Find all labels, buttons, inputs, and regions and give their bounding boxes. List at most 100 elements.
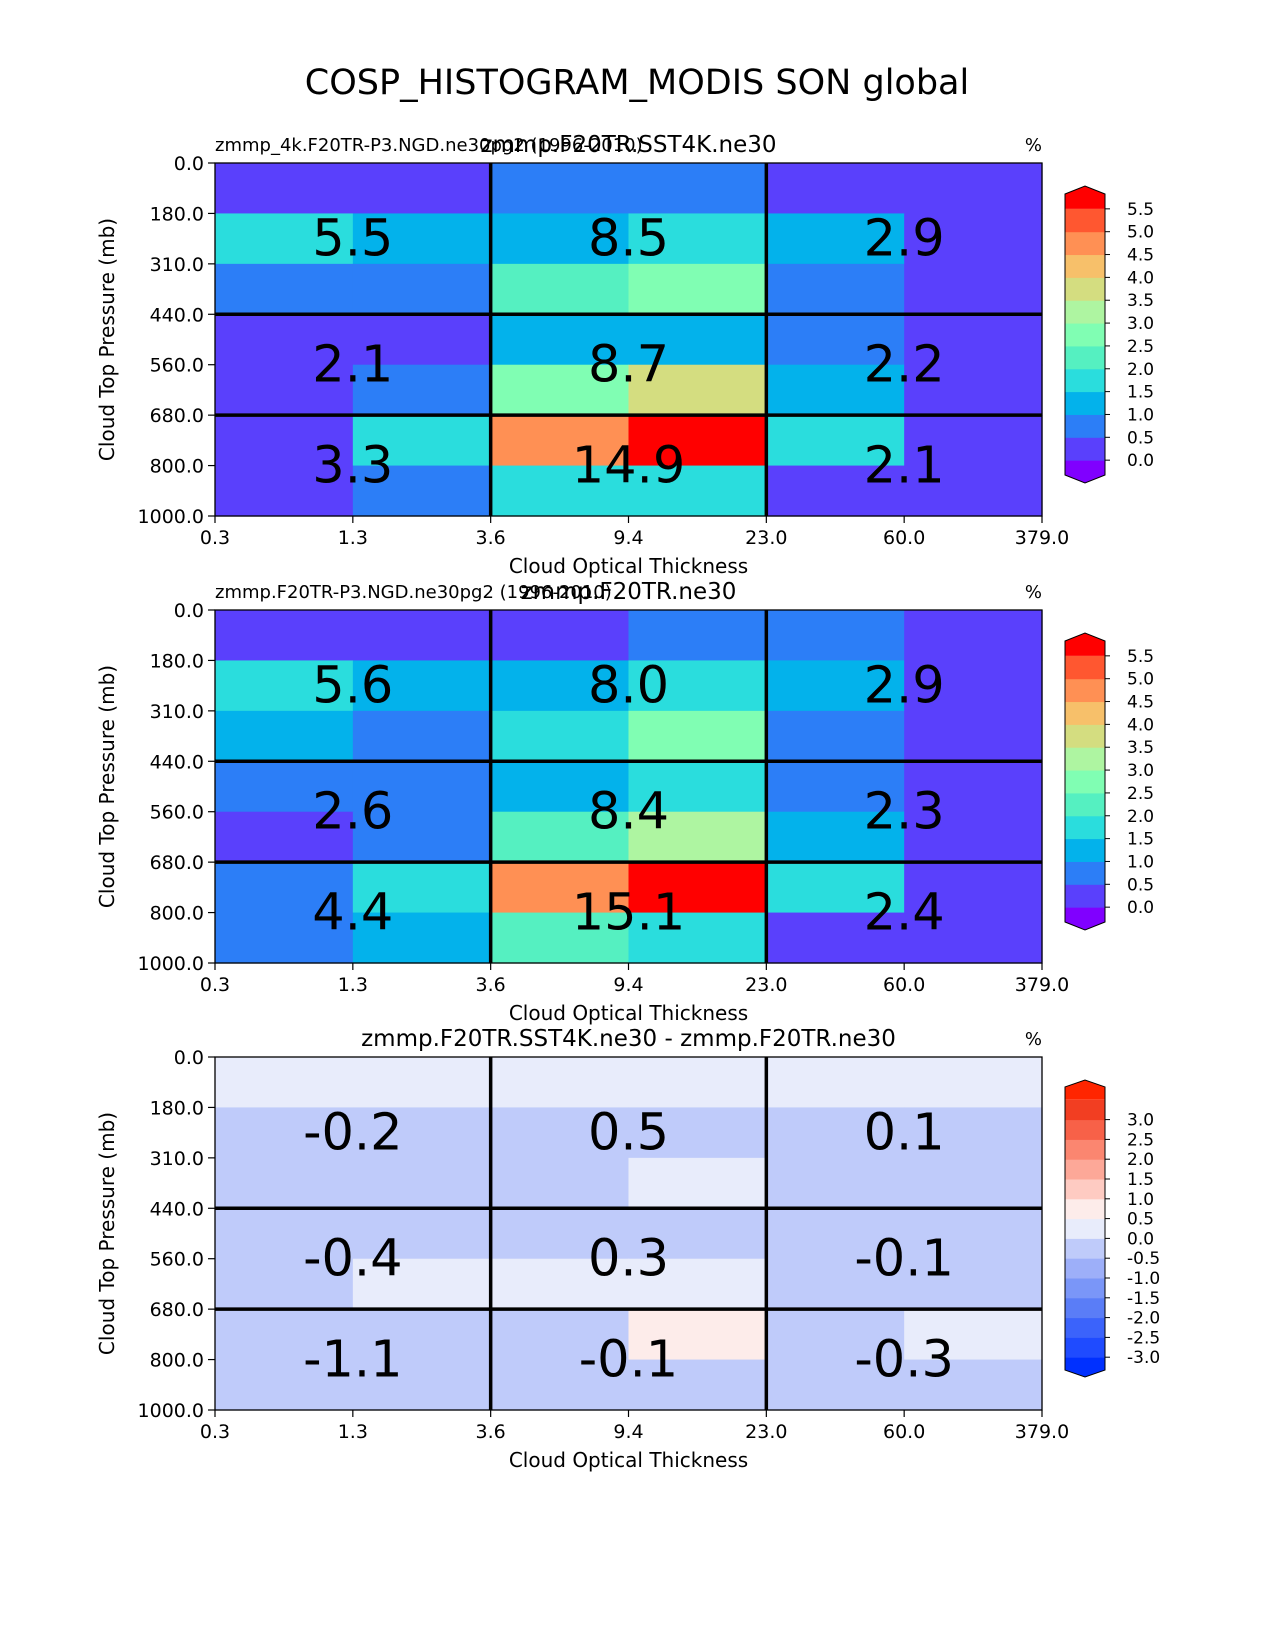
y-tick-label: 0.0 [174,1047,204,1069]
heatmap-cell [904,1309,1043,1361]
data-label: 2.6 [312,783,393,842]
heatmap-cell [215,364,354,416]
colorbar-cell [1065,1258,1105,1279]
heatmap-cell [628,761,767,813]
heatmap-cell [215,1309,354,1361]
heatmap-cell [766,811,905,863]
heatmap-cell [766,1208,905,1260]
heatmap-cell [766,163,905,215]
colorbar-tick-label: 2.5 [1127,1130,1154,1150]
y-tick-label: 310.0 [150,701,204,723]
heatmap-cell [490,213,630,265]
heatmap-cell [628,1309,767,1361]
y-tick-label: 680.0 [150,405,204,427]
heatmap-cell [352,1258,492,1310]
colorbar-cell [1065,368,1105,393]
heatmap-cell [352,710,492,762]
heatmap-cell [352,1208,492,1260]
colorbar-cell [1065,1278,1105,1299]
data-label: -0.1 [854,1230,954,1289]
colorbar-tick-label: 1.5 [1127,830,1154,850]
heatmap-cell [628,213,767,265]
data-label: 15.1 [572,884,686,943]
heatmap-cell [766,364,905,416]
data-label: 4.4 [312,884,393,943]
y-tick-label: 560.0 [150,1249,204,1271]
colorbar-cell [1065,1297,1105,1319]
x-tick-label: 3.6 [476,1421,506,1443]
heatmap-cell [904,912,1043,964]
y-tick-label: 1000.0 [138,506,204,528]
colorbar-cell [1065,1139,1105,1160]
colorbar-cell [1065,1218,1105,1239]
heatmap-cell [904,1359,1043,1411]
heatmap-cell [628,314,767,366]
colorbar-cell [1065,884,1105,908]
heatmap-cell [904,811,1043,863]
heatmap-cell [490,465,630,517]
data-label: 3.3 [312,437,393,496]
colorbar-cell [1065,1337,1105,1358]
colorbar-tick-label: 0.5 [1127,428,1154,448]
x-tick-label: 379.0 [1015,1421,1069,1443]
heatmap-cell [215,1057,354,1109]
colorbar-outline [1064,632,1106,931]
y-tick-label: 310.0 [150,1148,204,1170]
heatmap-cell [766,660,905,712]
panel-subtitle: zmmp.F20TR-P3.NGD.ne30pg2 (1996-2010) [215,582,612,603]
colorbar-tick-label: 5.5 [1127,200,1154,220]
heatmap-cell [490,761,630,813]
x-tick-label: 0.3 [200,527,230,549]
data-label: -0.3 [854,1331,954,1390]
heatmap-cell [490,912,630,964]
heatmap-cell [628,163,767,215]
heatmap-cell [352,610,492,662]
heatmap-cell [904,660,1043,712]
heatmap-cell [490,1258,630,1310]
y-axis-label: Cloud Top Pressure (mb) [95,1112,119,1355]
heatmap-cell [490,163,630,215]
x-axis-label: Cloud Optical Thickness [509,1448,748,1472]
colorbar-cell [1065,792,1105,817]
heatmap-cell [766,1258,905,1310]
heatmap-cell [904,163,1043,215]
colorbar-cell [1065,323,1105,347]
colorbar-tick-label: 0.5 [1127,875,1154,895]
heatmap-cell [766,710,905,762]
heatmap-cell [215,1157,354,1209]
colorbar-cell [1065,861,1105,885]
heatmap-cell [352,364,492,416]
y-tick-label: 440.0 [150,304,204,326]
x-tick-label: 0.3 [200,974,230,996]
heatmap-cell [490,710,630,762]
colorbar-cell [1065,701,1105,725]
colorbar-cell [1065,1198,1105,1220]
x-tick-label: 379.0 [1015,527,1069,549]
colorbar-cell [1065,907,1105,930]
y-axis-label: Cloud Top Pressure (mb) [95,665,119,908]
heatmap-cell [352,1157,492,1209]
y-tick-label: 180.0 [150,203,204,225]
x-tick-label: 60.0 [883,527,925,549]
colorbar-tick-label: 4.5 [1127,693,1154,713]
heatmap-cell [490,263,630,315]
heatmap-cell [215,811,354,863]
heatmap-cell [352,1057,492,1109]
colorbar-cell [1065,1238,1105,1259]
colorbar-tick-label: 2.5 [1127,337,1154,357]
y-tick-label: 180.0 [150,1097,204,1119]
colorbar-tick-label: 5.0 [1127,223,1154,243]
heatmap-cell [490,1208,630,1260]
heatmap-cell [490,1057,630,1109]
data-label: 2.2 [864,336,945,395]
heatmap-cell [628,1057,767,1109]
heatmap-cell [904,415,1043,467]
x-tick-label: 23.0 [745,974,787,996]
data-label: 0.3 [588,1230,669,1289]
heatmap-cell [766,761,905,813]
heatmap-cell [215,761,354,813]
x-tick-label: 60.0 [883,974,925,996]
heatmap-cell [904,862,1043,914]
heatmap-cell [904,364,1043,416]
x-tick-label: 379.0 [1015,974,1069,996]
